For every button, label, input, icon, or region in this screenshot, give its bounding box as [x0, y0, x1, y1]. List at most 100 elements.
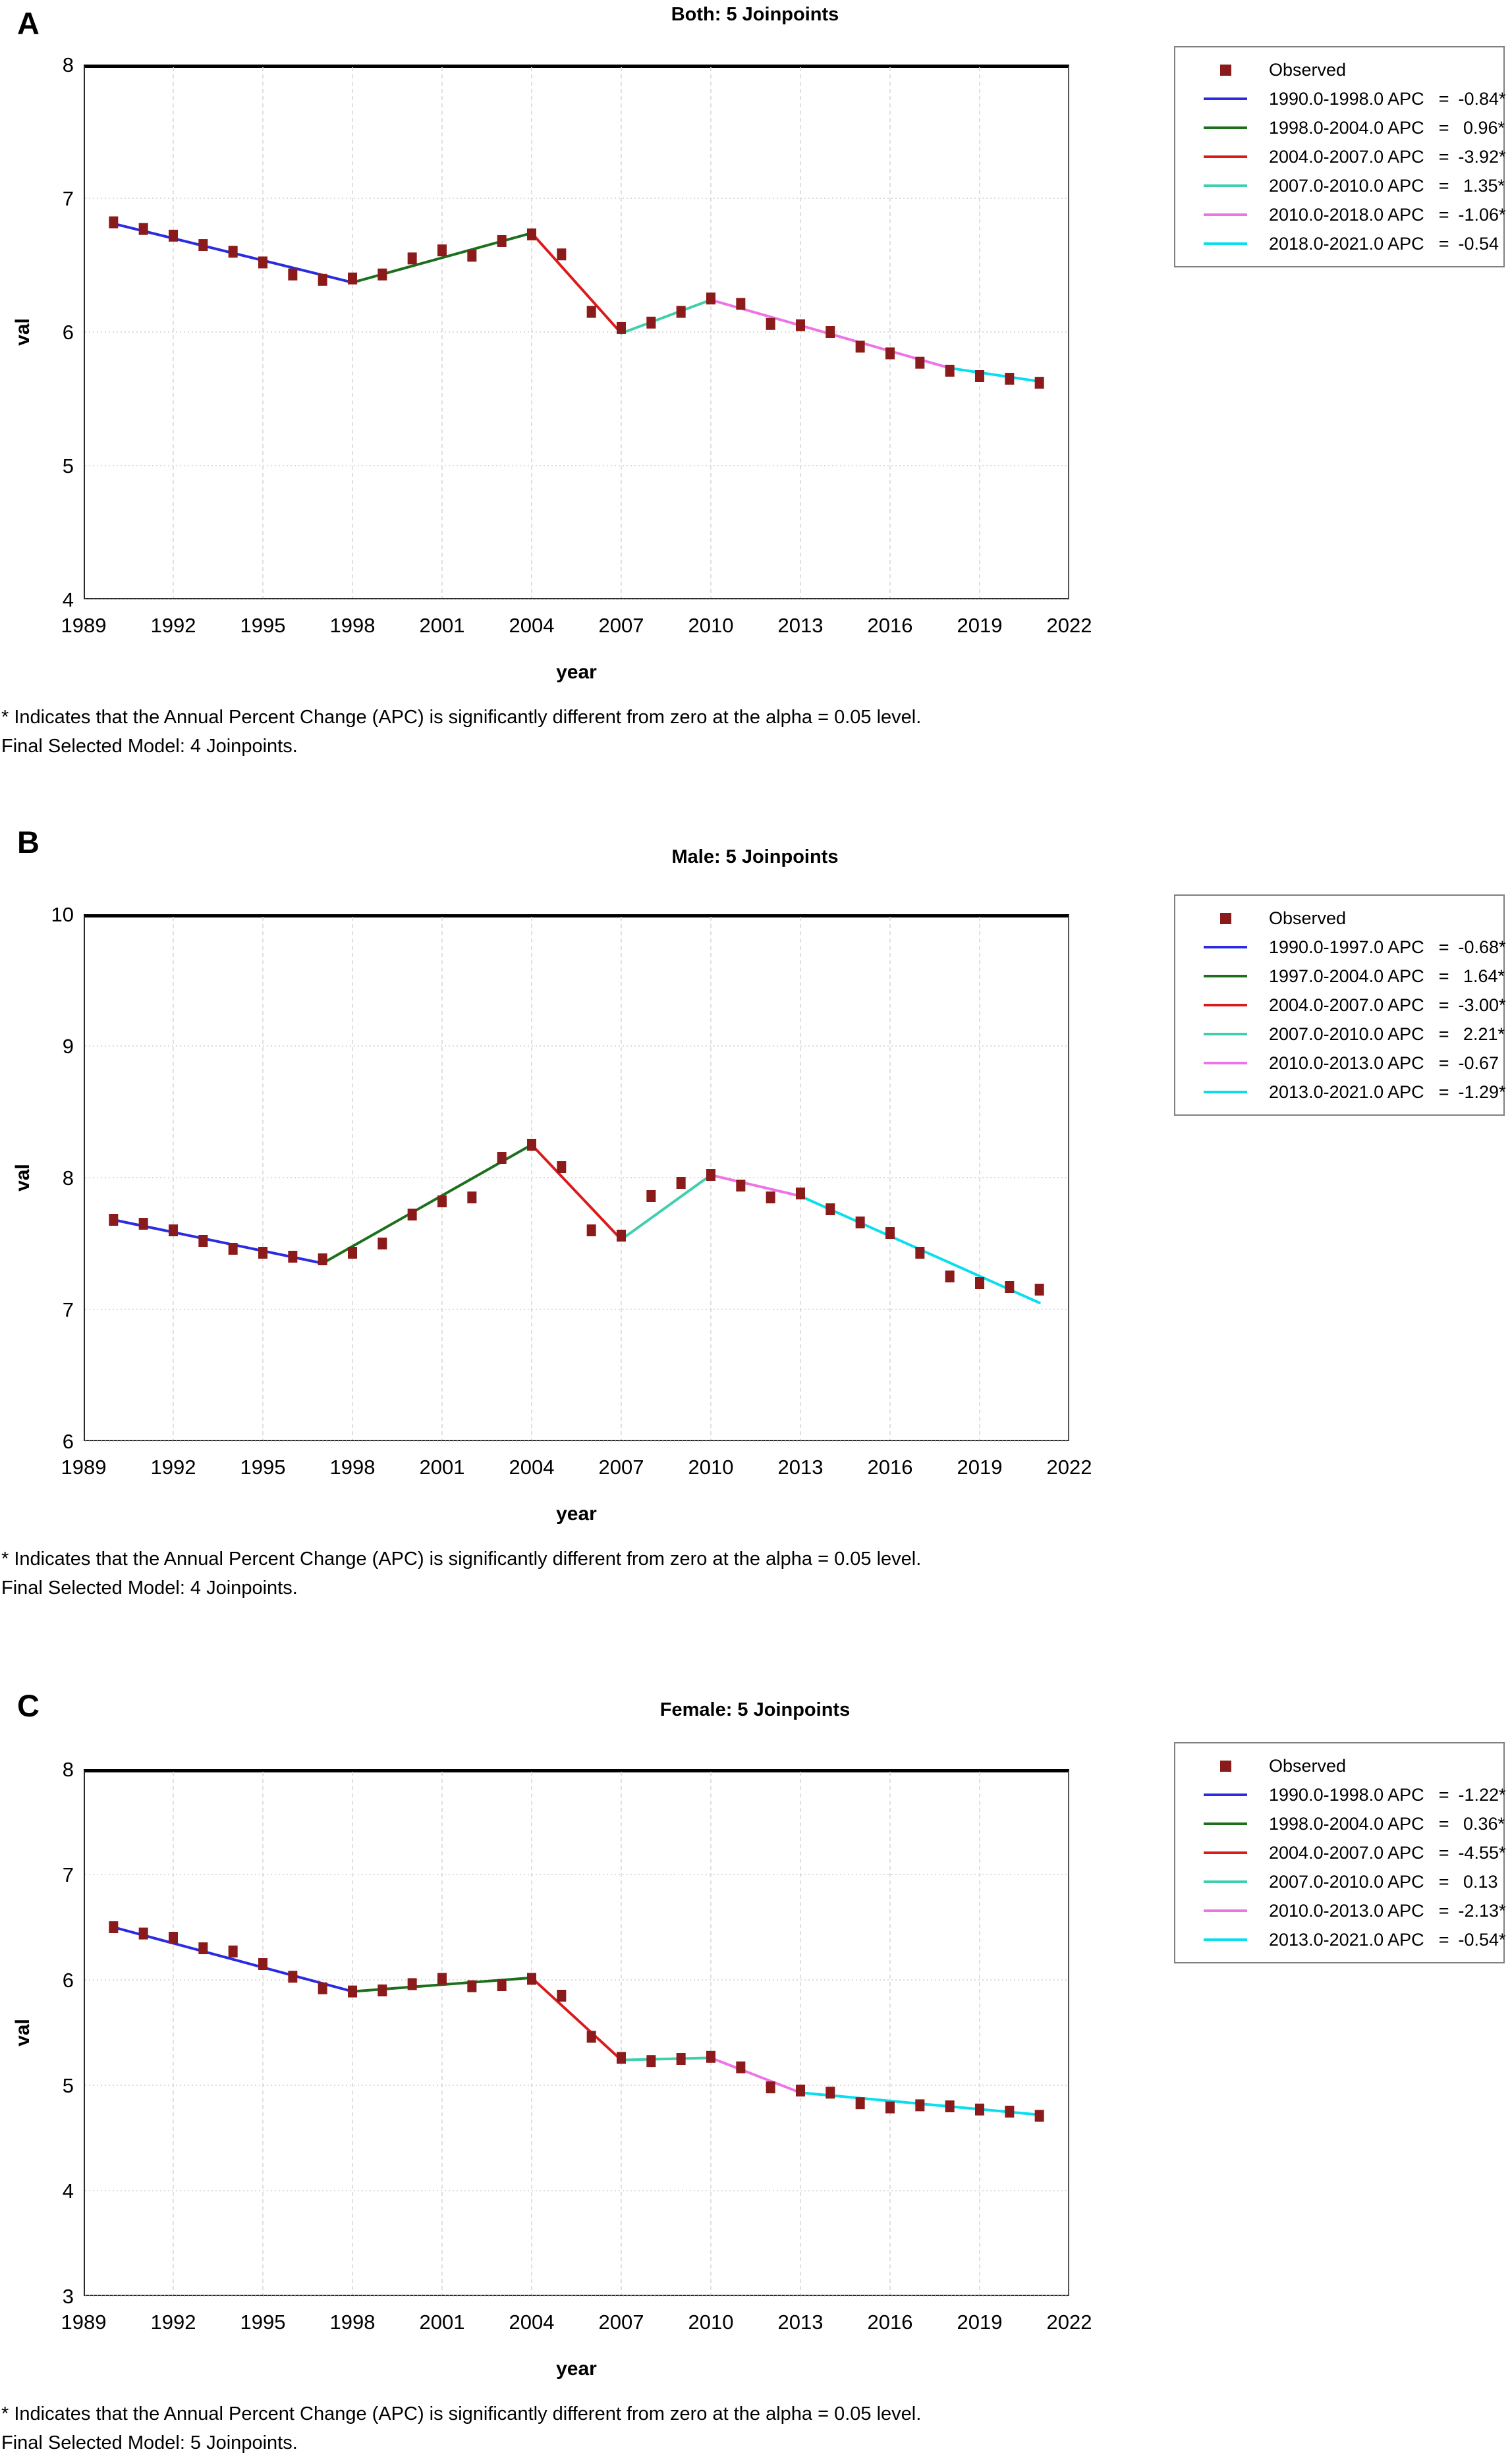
x-tick-label: 2004 — [509, 614, 555, 637]
legend-apc-value: -3.00* — [1458, 995, 1506, 1015]
x-tick-label: 2013 — [777, 1456, 824, 1479]
x-axis-title: year — [556, 2358, 597, 2380]
y-tick-label: 7 — [62, 187, 74, 210]
y-tick-label: 8 — [62, 53, 74, 76]
x-tick-label: 2007 — [598, 1456, 644, 1479]
x-tick-label: 2013 — [777, 614, 824, 637]
panel-both: A Both: 5 Joinpoints val year * Indicate… — [0, 0, 1510, 821]
segment-line-icon — [1194, 946, 1257, 948]
segment-line-icon — [1194, 213, 1257, 216]
x-tick-label: 2022 — [1046, 614, 1092, 637]
legend-period-label: 1997.0-2004.0 APC — [1269, 966, 1424, 986]
x-tick-label: 2007 — [598, 614, 644, 637]
legend-period-label: 1990.0-1998.0 APC — [1269, 1784, 1424, 1805]
x-tick-label: 2022 — [1046, 2311, 1092, 2334]
footnote-model: Final Selected Model: 4 Joinpoints. — [1, 1577, 298, 1599]
chart-title: Female: 5 Joinpoints — [659, 1699, 851, 1720]
x-tick-label: 2016 — [867, 614, 913, 637]
y-tick-label: 3 — [62, 2285, 74, 2308]
x-tick-label: 1992 — [150, 2311, 196, 2334]
footnote-significance: * Indicates that the Annual Percent Chan… — [1, 2403, 922, 2424]
footnote-model: Final Selected Model: 4 Joinpoints. — [1, 736, 298, 757]
segment-line-icon — [1194, 1004, 1257, 1006]
segment-line-icon — [1194, 184, 1257, 187]
segment-line-icon — [1194, 1091, 1257, 1093]
x-tick-label: 1998 — [329, 2311, 376, 2334]
segment-line-icon — [1194, 975, 1257, 977]
legend-apc-value: -0.68* — [1458, 937, 1506, 957]
legend-period-label: 2013.0-2021.0 APC — [1269, 1081, 1424, 1102]
x-tick-label: 1998 — [329, 614, 376, 637]
x-tick-label: 2010 — [688, 614, 734, 637]
y-tick-label: 10 — [51, 903, 74, 926]
legend-apc-value: -0.54 — [1458, 233, 1499, 254]
legend-row-apc: 1998.0-2004.0 APC = 0.36* — [1175, 1809, 1505, 1838]
legend-period-label: 2004.0-2007.0 APC — [1269, 1842, 1424, 1863]
legend-apc-value: 0.13 — [1458, 1871, 1498, 1892]
legend-row-apc: 1997.0-2004.0 APC = 1.64* — [1175, 962, 1505, 991]
observed-marker-icon — [1194, 912, 1257, 924]
legend-period-label: 2007.0-2010.0 APC — [1269, 175, 1424, 196]
legend-equals-sign: = — [1438, 1871, 1449, 1892]
segment-line-icon — [1194, 126, 1257, 129]
legend-period-label: 2004.0-2007.0 APC — [1269, 995, 1424, 1015]
legend-row-apc: 2004.0-2007.0 APC = -3.00* — [1175, 991, 1506, 1020]
y-tick-label: 6 — [62, 1969, 74, 1992]
legend-apc-value: -4.55* — [1458, 1842, 1506, 1863]
legend-equals-sign: = — [1438, 1813, 1449, 1834]
x-tick-label: 2019 — [957, 1456, 1003, 1479]
legend-apc-value: -3.92* — [1458, 146, 1506, 167]
segment-line-icon — [1194, 1793, 1257, 1796]
x-tick-label: 2007 — [598, 2311, 644, 2334]
panel-male: B Male: 5 Joinpoints val year * Indicate… — [0, 821, 1510, 1684]
x-tick-label: 1989 — [61, 614, 107, 637]
x-tick-label: 2013 — [777, 2311, 824, 2334]
legend-apc-value: -1.22* — [1458, 1784, 1506, 1805]
legend-row-apc: 2004.0-2007.0 APC = -4.55* — [1175, 1838, 1506, 1867]
legend-period-label: 2004.0-2007.0 APC — [1269, 146, 1424, 167]
footnote-significance: * Indicates that the Annual Percent Chan… — [1, 1548, 922, 1570]
x-tick-label: 1992 — [150, 1456, 196, 1479]
segment-line-icon — [1194, 1938, 1257, 1941]
legend-apc-value: -2.13* — [1458, 1900, 1506, 1921]
segment-line-icon — [1194, 1851, 1257, 1854]
x-tick-label: 2010 — [688, 2311, 734, 2334]
legend-row-observed: Observed — [1175, 1751, 1503, 1780]
footnote-model: Final Selected Model: 5 Joinpoints. — [1, 2432, 298, 2453]
legend-equals-sign: = — [1438, 204, 1449, 225]
x-tick-label: 2004 — [509, 1456, 555, 1479]
segment-line-icon — [1194, 242, 1257, 245]
legend-observed-label: Observed — [1269, 908, 1347, 928]
legend-row-apc: 2007.0-2010.0 APC = 0.13 — [1175, 1867, 1503, 1896]
legend-apc-value: 0.36* — [1458, 1813, 1505, 1834]
legend-equals-sign: = — [1438, 966, 1449, 986]
panel-female: C Female: 5 Joinpoints val year * Indica… — [0, 1684, 1510, 2464]
y-tick-label: 9 — [62, 1035, 74, 1058]
legend-equals-sign: = — [1438, 1929, 1449, 1950]
legend-row-observed: Observed — [1175, 904, 1503, 933]
segment-line-icon — [1194, 1822, 1257, 1825]
x-tick-label: 1995 — [240, 2311, 286, 2334]
legend-row-apc: 1998.0-2004.0 APC = 0.96* — [1175, 113, 1505, 142]
legend-row-apc: 2010.0-2013.0 APC = -0.67 — [1175, 1049, 1503, 1078]
legend-apc-value: -1.06* — [1458, 204, 1506, 225]
segment-line-icon — [1194, 1880, 1257, 1883]
legend-equals-sign: = — [1438, 117, 1449, 138]
legend-observed-label: Observed — [1269, 1755, 1347, 1776]
legend: Observed 1990.0-1998.0 APC = -1.22* 1998.0-… — [1174, 1742, 1506, 1963]
x-tick-label: 2001 — [419, 614, 465, 637]
y-tick-label: 6 — [62, 321, 74, 344]
legend-row-observed: Observed — [1175, 55, 1503, 84]
legend-row-apc: 2013.0-2021.0 APC = -1.29* — [1175, 1078, 1506, 1107]
y-tick-label: 8 — [62, 1166, 74, 1190]
observed-marker-icon — [1194, 64, 1257, 76]
x-axis-title: year — [556, 661, 597, 683]
x-tick-label: 2016 — [867, 1456, 913, 1479]
x-tick-label: 1995 — [240, 614, 286, 637]
y-tick-label: 7 — [62, 1863, 74, 1886]
legend-row-apc: 2013.0-2021.0 APC = -0.54* — [1175, 1925, 1506, 1954]
x-tick-label: 1995 — [240, 1456, 286, 1479]
panel-letter: C — [17, 1688, 40, 1723]
plot-area — [84, 65, 1069, 599]
